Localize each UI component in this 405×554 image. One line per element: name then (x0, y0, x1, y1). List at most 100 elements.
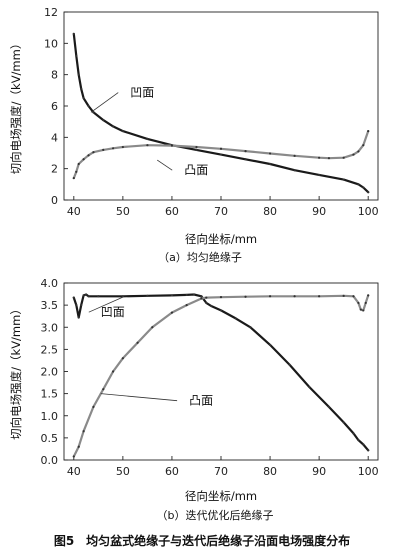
chart-b-series-convex-point (77, 445, 80, 448)
chart-a-x-axis-title: 径向坐标/mm (185, 232, 257, 246)
chart-a-series-concave-point (195, 148, 198, 151)
chart-b-y-tick-label: 3.0 (41, 321, 59, 334)
chart-b-x-tick-label: 90 (312, 465, 326, 478)
chart-b-y-tick-label: 4.0 (41, 277, 59, 290)
chart-a-x-tick-label: 100 (358, 205, 379, 218)
chart-b-x-tick-label: 100 (358, 465, 379, 478)
chart-a-series-convex-point (195, 145, 198, 149)
chart-b-series-convex-point (72, 455, 75, 458)
chart-a-y-axis-title: 切向电场强度/（kV/mm） (9, 38, 23, 175)
chart-b-series-concave-point (84, 293, 88, 296)
chart-a-series-concave-point (87, 104, 90, 108)
chart-b-series-convex-point (352, 295, 355, 298)
chart-b-series-convex-point (268, 295, 272, 298)
chart-b-series-concave-point (200, 295, 203, 298)
chart-b-series-concave-point (357, 438, 360, 442)
chart-a-series-concave-point (293, 169, 296, 172)
chart-b-y-tick-label: 1.0 (41, 410, 59, 423)
chart-b-series-concave-point (288, 363, 291, 366)
chart-a-series-convex-point (318, 156, 321, 159)
chart-a-series-convex-point (367, 129, 370, 133)
chart-b-series-convex-point (136, 341, 139, 344)
chart-a-x-tick-label: 50 (116, 205, 130, 218)
chart-b-series-convex-point (92, 405, 95, 408)
chart-a-y-tick-label: 12 (44, 6, 58, 19)
chart-a-series-concave-point (102, 119, 105, 122)
chart-b-x-tick-label: 50 (116, 465, 130, 478)
chart-a-series-convex-point (75, 170, 78, 173)
chart-a-series-concave-point (146, 137, 149, 140)
chart-b-series-concave-point (249, 326, 252, 329)
chart-b-series-convex-point (82, 430, 85, 433)
chart-b-series-concave-point (97, 295, 100, 298)
chart-a-series-convex-point (342, 156, 345, 159)
chart-a-y-tick-label: 6 (51, 100, 58, 113)
chart-b-series-concave-point (205, 301, 208, 305)
chart-b-y-tick-label: 3.5 (41, 299, 59, 312)
chart-b-series-convex-point (367, 294, 370, 297)
chart-b-series-convex-point (102, 388, 105, 391)
chart-b-series-convex-point (205, 296, 208, 299)
chart-b-series-convex-point (219, 296, 223, 299)
chart-b-series-convex-point (170, 311, 174, 314)
chart-a-series-concave-point (111, 125, 115, 128)
chart-a-caption: （a）均匀绝缘子 (158, 250, 242, 264)
chart-b-series-convex-line (72, 294, 370, 458)
chart-a-series-convex-point (102, 148, 105, 151)
chart-b-series-concave-point (82, 294, 85, 297)
chart-b-series-concave-point (185, 293, 188, 297)
chart-b-y-tick-label: 2.5 (41, 343, 59, 356)
chart-b-x-tick-label: 80 (263, 465, 277, 478)
chart-b-series-concave-point (77, 316, 80, 319)
chart-b-series-convex-point (362, 309, 365, 312)
chart-a-y-tick-label: 8 (51, 69, 58, 82)
chart-b-series-concave-line (72, 293, 370, 452)
chart-a-series-concave-point (75, 54, 78, 57)
chart-b-caption: （b）迭代优化后绝缘子 (157, 508, 274, 522)
chart-b-series-concave-point (308, 385, 311, 389)
chart-b-series-concave-point (268, 343, 272, 347)
chart-a-series-concave-point (367, 191, 370, 194)
chart-b-series-concave-point (342, 421, 345, 424)
chart-b-series-concave-point (75, 304, 78, 307)
chart-a: 40 50 60 70 80 90 100 0 2 4 6 8 10 12 径向坐标/mm 切向电场强度/（k… (9, 6, 379, 246)
chart-a-series-convex-point (219, 147, 223, 150)
chart-a-series-convex-point (244, 150, 247, 153)
chart-b: 40 50 60 70 80 90 100 0.0 0.5 1.0 1.5 2.0 2.5 3.0 3.5 4… (9, 277, 379, 503)
chart-b-series-convex-point (200, 297, 203, 300)
chart-a-series-convex-point (72, 176, 75, 180)
chart-b-annotation-concave-label: 凹面 (101, 305, 125, 319)
chart-b-y-tick-label: 1.5 (41, 388, 59, 401)
chart-a-series-concave-point (92, 111, 95, 114)
chart-a-series-convex-point (111, 147, 115, 150)
chart-b-y-tick-label: 2.0 (41, 366, 59, 379)
chart-b-series-convex-point (185, 304, 188, 307)
chart-a-series-convex-point (327, 157, 331, 160)
chart-a-series-convex-point (77, 162, 80, 166)
chart-b-series-convex-point (111, 370, 115, 373)
chart-a-series-convex-point (357, 150, 360, 153)
chart-b-series-convex-point (342, 294, 345, 297)
chart-a-y-tick-label: 10 (44, 37, 58, 50)
chart-a-series-convex-point (121, 145, 124, 149)
chart-a-series-concave-point (268, 162, 272, 166)
chart-b-series-convex-point (357, 301, 360, 305)
chart-a-annotation-convex-label: 凸面 (184, 163, 208, 177)
chart-b-y-tick-label: 0.0 (41, 454, 59, 467)
chart-a-annotation-convex-leader (156, 159, 173, 171)
chart-a-x-tick-label: 70 (214, 205, 228, 218)
chart-a-y-tick-label: 2 (51, 163, 58, 176)
chart-b-series-convex-point (293, 295, 296, 298)
chart-b-series-convex-point (244, 295, 247, 298)
figure-caption: 图5 均匀盆式绝缘子与迭代后绝缘子沿面电场强度分布 (54, 533, 350, 548)
chart-b-series-concave-point (170, 294, 174, 297)
chart-a-series-concave-point (219, 153, 223, 156)
chart-b-series-concave-point (80, 304, 83, 307)
chart-a-series-concave-point (318, 173, 321, 177)
chart-a-series-concave-point (342, 178, 345, 181)
chart-a-series-convex-point (293, 154, 296, 157)
chart-b-series-concave-point (87, 295, 90, 298)
chart-b-series-concave-point (367, 449, 370, 452)
chart-a-x-tick-label: 60 (165, 205, 179, 218)
chart-a-series-convex-point (82, 158, 85, 161)
